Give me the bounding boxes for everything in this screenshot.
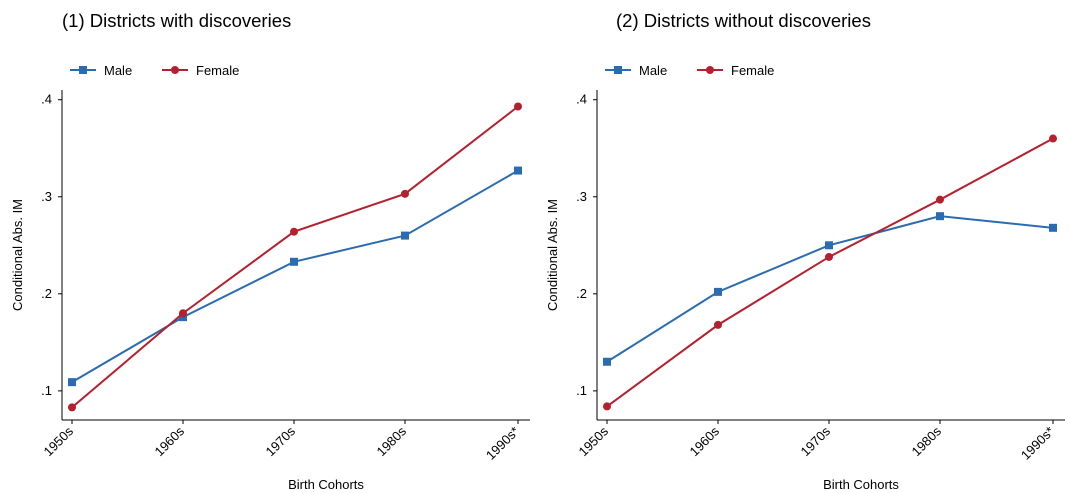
data-point-female — [825, 252, 833, 261]
panel-title: (1) Districts with discoveries — [62, 10, 292, 31]
y-tick-label: .1 — [576, 383, 587, 398]
y-axis-title: Conditional Abs. IM — [10, 199, 25, 311]
data-point-female — [936, 195, 944, 204]
series-line-female — [71, 105, 519, 409]
y-tick-label: .3 — [41, 189, 52, 204]
x-tick-label: 1980s — [908, 423, 944, 459]
series-line-male — [606, 215, 1054, 363]
y-tick-label: .1 — [41, 383, 52, 398]
data-point-male — [401, 231, 409, 240]
data-point-male — [603, 357, 611, 366]
panel-title: (2) Districts without discoveries — [616, 10, 871, 31]
legend-marker-female — [706, 66, 714, 74]
y-tick-label: .2 — [41, 286, 52, 301]
x-tick-label: 1950s — [40, 423, 76, 459]
data-point-female — [68, 403, 76, 412]
chart-plot: .1 .2 .3 .4 1950s 1960s 1970s 1980s 1990s* Birth … — [545, 63, 1065, 492]
data-point-male — [714, 287, 722, 296]
x-tick-label: 1990s* — [483, 424, 522, 463]
y-tick-label: .3 — [576, 189, 587, 204]
y-axis-title: Conditional Abs. IM — [545, 199, 560, 311]
data-point-female — [714, 320, 722, 329]
chart-plot: .1 .2 .3 .4 1950s 1960s 1970s 1980s 1990s* Birth … — [10, 63, 530, 492]
data-point-male — [290, 257, 298, 266]
y-tick-label: .4 — [41, 92, 52, 107]
y-tick-label: .2 — [576, 286, 587, 301]
legend-marker-female — [171, 66, 179, 74]
legend-label-male: Male — [639, 63, 667, 78]
x-axis-title: Birth Cohorts — [823, 477, 899, 492]
data-point-female — [1049, 134, 1057, 143]
chart-panel-districts-with-discoveries: .1 .2 .3 .4 1950s 1960s 1970s 1980s 1990s* Birth … — [10, 10, 530, 492]
x-tick-label: 1970s — [262, 423, 298, 459]
data-point-female — [603, 402, 611, 411]
legend-label-female: Female — [731, 63, 774, 78]
legend-marker-male — [614, 66, 622, 74]
data-point-male — [936, 212, 944, 221]
data-point-male — [825, 241, 833, 250]
series-line-female — [606, 137, 1054, 408]
data-point-female — [514, 102, 522, 111]
data-point-male — [1049, 223, 1057, 232]
chart-panel-districts-without-discoveries: .1 .2 .3 .4 1950s 1960s 1970s 1980s 1990s* Birth … — [535, 0, 1070, 493]
data-point-male — [68, 378, 76, 387]
data-point-female — [179, 309, 187, 318]
data-point-male — [514, 166, 522, 175]
legend-label-female: Female — [196, 63, 239, 78]
x-tick-label: 1960s — [151, 423, 187, 459]
x-tick-label: 1990s* — [1018, 424, 1057, 463]
y-tick-label: .4 — [576, 92, 587, 107]
x-axis-title: Birth Cohorts — [288, 477, 364, 492]
legend-marker-male — [79, 66, 87, 74]
x-tick-label: 1950s — [575, 423, 611, 459]
x-tick-label: 1960s — [686, 423, 722, 459]
legend-label-male: Male — [104, 63, 132, 78]
x-tick-label: 1970s — [797, 423, 833, 459]
data-point-female — [290, 227, 298, 236]
data-point-female — [401, 189, 409, 198]
x-tick-label: 1980s — [373, 423, 409, 459]
